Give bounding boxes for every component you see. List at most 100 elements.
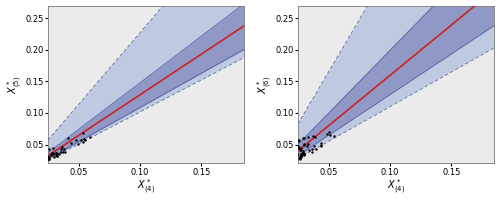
Point <box>279 165 287 168</box>
Point <box>30 166 38 169</box>
Point <box>299 149 307 153</box>
Point <box>308 150 316 153</box>
Point <box>47 154 55 157</box>
Point <box>24 165 32 168</box>
Point <box>300 153 308 156</box>
Point <box>274 159 282 162</box>
Point <box>284 157 292 160</box>
Point <box>312 148 320 151</box>
Point <box>42 156 50 159</box>
Point <box>34 161 42 164</box>
Point <box>297 154 305 157</box>
Point <box>34 163 42 167</box>
Y-axis label: $X_{(6)}^*$: $X_{(6)}^*$ <box>256 76 274 94</box>
Point <box>291 155 299 159</box>
Point <box>290 158 298 161</box>
Point <box>324 133 332 136</box>
Point <box>24 162 32 165</box>
Point <box>274 163 282 166</box>
Point <box>22 168 30 171</box>
Point <box>34 161 42 164</box>
Point <box>296 154 304 158</box>
Point <box>47 154 55 157</box>
Point <box>276 164 284 167</box>
Point <box>282 153 290 156</box>
Point <box>38 159 46 162</box>
Point <box>304 149 312 152</box>
Point <box>32 154 40 157</box>
Point <box>285 162 293 165</box>
Point <box>283 151 291 154</box>
Point <box>277 165 285 169</box>
Point <box>74 143 82 146</box>
Point <box>53 153 61 156</box>
Point <box>28 165 36 168</box>
Point <box>308 147 316 151</box>
Point <box>32 161 40 164</box>
Point <box>35 160 43 163</box>
Point <box>294 146 302 149</box>
Point <box>24 163 32 167</box>
Point <box>300 153 308 157</box>
Point <box>25 165 33 168</box>
Point <box>287 161 295 164</box>
Point <box>45 157 53 161</box>
Point <box>311 135 319 138</box>
Point <box>270 164 278 167</box>
Point <box>22 170 30 173</box>
Point <box>58 145 66 149</box>
Point <box>44 155 52 158</box>
Point <box>52 154 60 157</box>
Point <box>81 138 89 141</box>
Point <box>298 148 306 151</box>
Point <box>36 155 44 158</box>
Point <box>279 160 287 163</box>
Point <box>40 155 48 158</box>
Point <box>272 156 280 159</box>
Point <box>297 153 305 156</box>
Point <box>48 152 56 155</box>
Point <box>300 142 308 145</box>
Point <box>330 134 338 137</box>
Point <box>295 156 303 159</box>
Point <box>297 155 305 159</box>
Point <box>38 155 46 158</box>
Point <box>43 155 51 159</box>
Point <box>25 163 33 167</box>
Point <box>32 156 40 159</box>
Point <box>284 160 292 163</box>
Point <box>303 144 311 147</box>
Point <box>296 148 304 152</box>
Point <box>288 152 296 155</box>
Point <box>297 146 305 149</box>
Point <box>42 154 50 157</box>
Point <box>286 161 294 164</box>
Point <box>287 153 295 157</box>
Point <box>286 149 294 152</box>
Point <box>60 150 68 153</box>
Point <box>58 148 66 151</box>
Point <box>278 158 286 161</box>
Point <box>294 144 302 147</box>
Point <box>310 145 318 148</box>
X-axis label: $X_{(4)}^*$: $X_{(4)}^*$ <box>387 178 405 196</box>
Point <box>34 160 42 163</box>
Point <box>44 156 52 160</box>
Point <box>42 156 50 159</box>
Point <box>278 150 286 153</box>
Point <box>50 155 58 159</box>
Point <box>42 159 50 162</box>
Point <box>285 155 293 158</box>
Point <box>26 167 34 170</box>
Point <box>22 168 30 171</box>
Point <box>292 153 300 156</box>
Point <box>282 141 290 144</box>
Point <box>284 155 292 159</box>
Point <box>268 167 276 171</box>
Point <box>300 144 308 147</box>
Point <box>26 164 34 167</box>
Point <box>294 139 302 142</box>
Point <box>268 171 276 174</box>
Point <box>33 154 41 157</box>
Point <box>300 152 308 155</box>
